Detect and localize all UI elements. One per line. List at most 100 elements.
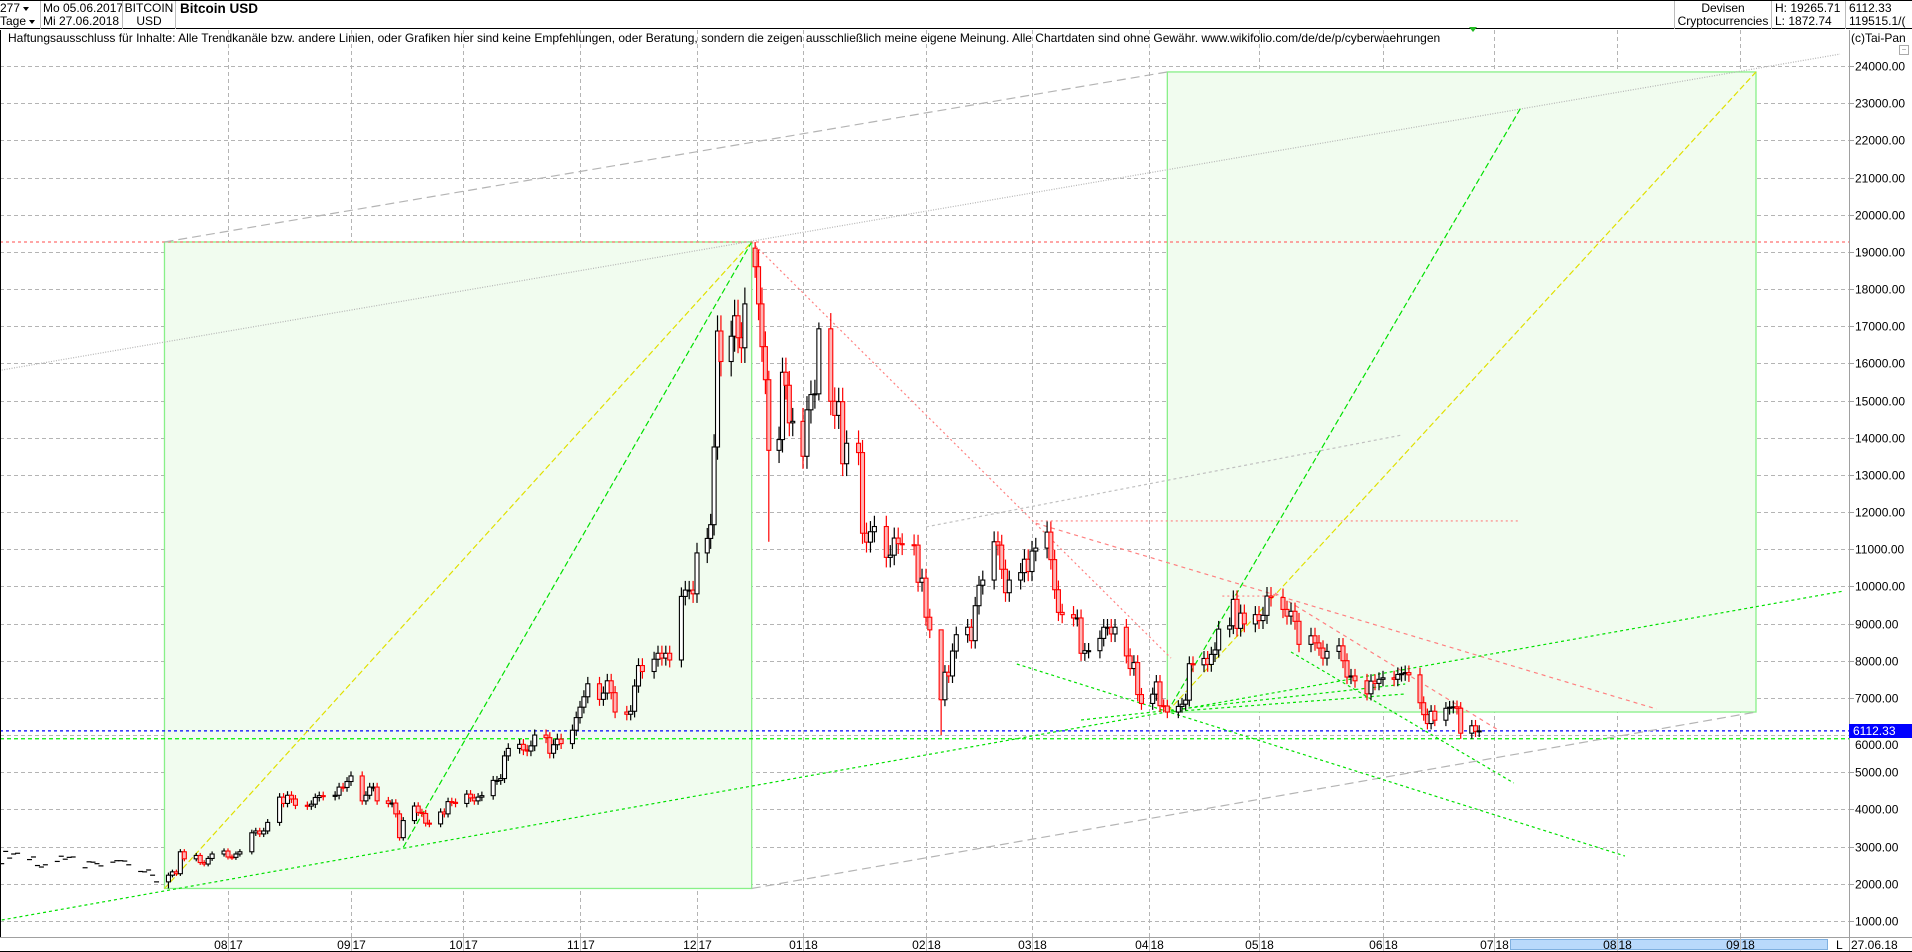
green-uptrend-april[interactable]	[1167, 693, 1406, 713]
candle-up	[569, 729, 576, 745]
candle-down	[1417, 674, 1423, 704]
candle-down	[783, 371, 789, 386]
candle-up	[344, 780, 350, 789]
candle-up	[261, 830, 267, 835]
candle-down	[419, 811, 425, 815]
candle-up	[551, 744, 557, 754]
candle-up	[1097, 637, 1103, 652]
x-tick-year: 18	[1151, 938, 1165, 952]
end-date[interactable]: Mi 27.06.2018	[43, 14, 120, 28]
candle-up	[209, 853, 215, 860]
candle-down	[374, 786, 380, 802]
candle-up	[1175, 705, 1181, 713]
candle-down	[1472, 725, 1479, 732]
candle-down	[1312, 635, 1318, 644]
red-downtrend-peak[interactable]	[751, 241, 1172, 659]
candle-up	[1336, 645, 1342, 652]
candle-down	[1340, 645, 1346, 662]
y-tick-label: 20000.00	[1855, 209, 1905, 223]
candle-up	[1443, 707, 1449, 721]
candle-down	[1055, 589, 1061, 613]
candle-up	[475, 796, 481, 802]
x-tick-year: 17	[230, 938, 244, 952]
category-cell: Devisen Cryptocurrencies	[1675, 1, 1772, 29]
candle-down	[859, 452, 866, 534]
candle-down	[304, 804, 310, 807]
candle-up	[498, 777, 504, 781]
scroll-last-button[interactable]: L	[1836, 938, 1843, 952]
candle-down	[1078, 617, 1084, 654]
gray-dotted-short[interactable]	[925, 434, 1402, 528]
candle-down	[1284, 608, 1290, 617]
time-scrollbar[interactable]	[1510, 939, 1828, 950]
period-select[interactable]: Tage	[0, 15, 40, 28]
candle-down	[1241, 612, 1247, 625]
green-downtrend-feb[interactable]	[1016, 663, 1626, 857]
candle-up	[308, 803, 314, 807]
x-tick-year: 17	[465, 938, 479, 952]
candle-up	[632, 685, 638, 712]
x-tick-year: 18	[1742, 938, 1756, 952]
candle-down	[1292, 610, 1298, 622]
candle-down	[911, 544, 917, 547]
gray-channel-bottom[interactable]	[751, 711, 1757, 890]
y-tick-label: 17000.00	[1855, 320, 1905, 334]
candle-up	[1101, 626, 1107, 639]
candle-up	[1308, 635, 1314, 645]
candle-down	[359, 775, 365, 802]
candle-up	[221, 850, 227, 855]
candle-down	[197, 854, 203, 864]
bar-count-select[interactable]: 277	[0, 2, 40, 15]
candle-up	[887, 554, 893, 558]
candle-up	[169, 871, 175, 876]
chevron-down-icon	[29, 19, 36, 24]
candle-up	[490, 779, 496, 797]
candle-down	[927, 616, 933, 631]
copyright: (c)Tai-Pan	[1851, 31, 1906, 45]
y-tick-label: 21000.00	[1855, 172, 1905, 186]
candle-up	[1029, 550, 1035, 573]
x-tick-month: 07	[1480, 938, 1494, 952]
symbol-cell: BITCOIN USD	[123, 1, 176, 29]
candle-down	[1164, 705, 1170, 713]
x-tick-year: 17	[353, 938, 367, 952]
gray-dotted-trend[interactable]	[1, 53, 1841, 371]
yellow-diagonal-2017[interactable]	[164, 241, 753, 889]
candle-down	[543, 734, 549, 739]
candle-up	[678, 595, 684, 661]
candle-up	[1380, 677, 1386, 680]
candle-down	[923, 577, 929, 618]
low-value: L: 1872.74	[1775, 14, 1832, 28]
collapse-icon[interactable]: −	[1899, 45, 1909, 55]
y-tick-label: 6000.00	[1855, 738, 1899, 752]
candle-up	[332, 794, 338, 797]
candle-up	[1212, 649, 1218, 655]
candle-up	[1216, 628, 1222, 651]
candle-up	[816, 328, 822, 395]
candle-down	[467, 793, 474, 799]
y-tick-label: 2000.00	[1855, 878, 1899, 892]
candle-down	[320, 795, 326, 798]
candle-down	[292, 798, 299, 806]
candle-down	[612, 692, 618, 713]
candle-down	[423, 812, 429, 824]
candle-up	[312, 796, 318, 805]
y-tick-label: 11000.00	[1855, 543, 1904, 557]
candle-down	[280, 796, 287, 805]
candle-up	[1260, 614, 1266, 622]
period-value: Tage	[0, 14, 27, 28]
candle-up	[438, 811, 444, 825]
symbol-currency: USD	[136, 14, 162, 28]
x-tick-month: 04	[1135, 938, 1149, 952]
candle-down	[608, 680, 614, 694]
candle-down	[863, 532, 870, 543]
green-downtrend-may[interactable]	[1290, 651, 1515, 784]
gray-channel-top[interactable]	[164, 71, 1168, 243]
start-date[interactable]: Mo 05.06.2017	[43, 1, 123, 15]
y-tick-label: 23000.00	[1855, 97, 1905, 111]
x-tick-year: 18	[1261, 938, 1275, 952]
candle-up	[1006, 579, 1012, 594]
green-uptrend-march[interactable]	[1080, 683, 1406, 721]
y-tick-label: 9000.00	[1855, 618, 1899, 632]
